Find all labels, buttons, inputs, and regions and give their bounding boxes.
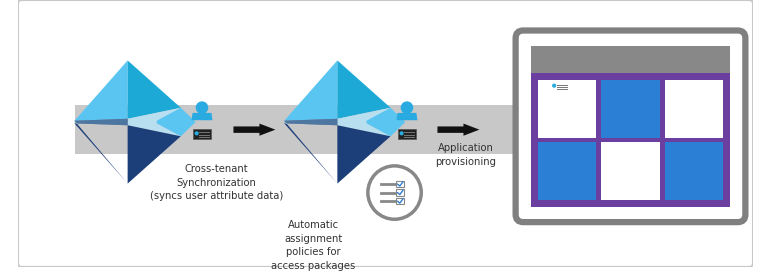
Circle shape (196, 101, 208, 114)
Bar (396, 198, 404, 204)
Polygon shape (549, 65, 570, 73)
Text: Automatic
assignment
policies for
access packages: Automatic assignment policies for access… (271, 220, 355, 271)
Polygon shape (366, 108, 406, 136)
Bar (76, 105, 533, 155)
Polygon shape (75, 119, 128, 184)
Polygon shape (284, 119, 338, 125)
Bar (398, 129, 416, 139)
Polygon shape (396, 113, 417, 120)
Circle shape (368, 166, 421, 219)
Bar (537, 80, 596, 138)
Circle shape (399, 131, 404, 136)
FancyArrow shape (437, 123, 480, 136)
Bar (601, 80, 660, 138)
Bar (531, 73, 730, 207)
Bar (665, 143, 723, 200)
Text: Application
provisioning: Application provisioning (436, 143, 497, 167)
Polygon shape (75, 60, 128, 121)
Polygon shape (284, 60, 338, 121)
FancyArrow shape (234, 123, 275, 136)
Polygon shape (128, 60, 180, 119)
Bar (531, 46, 730, 73)
Bar (601, 143, 660, 200)
Polygon shape (338, 125, 391, 184)
Polygon shape (338, 108, 391, 136)
Bar (537, 143, 596, 200)
FancyBboxPatch shape (516, 31, 746, 222)
Circle shape (552, 83, 556, 88)
FancyBboxPatch shape (18, 0, 753, 267)
Polygon shape (284, 119, 338, 184)
Polygon shape (338, 60, 391, 119)
Polygon shape (157, 108, 196, 136)
Bar (665, 80, 723, 138)
Bar (193, 129, 211, 139)
Text: Cross-tenant
Synchronization
(syncs user attribute data): Cross-tenant Synchronization (syncs user… (150, 164, 283, 201)
Polygon shape (128, 125, 180, 184)
Polygon shape (128, 108, 180, 136)
Polygon shape (75, 119, 128, 125)
Bar (550, 81, 568, 92)
Bar (396, 189, 404, 196)
Circle shape (194, 131, 199, 136)
Polygon shape (191, 113, 213, 120)
Circle shape (401, 101, 413, 114)
Circle shape (553, 54, 566, 66)
Bar (396, 181, 404, 187)
